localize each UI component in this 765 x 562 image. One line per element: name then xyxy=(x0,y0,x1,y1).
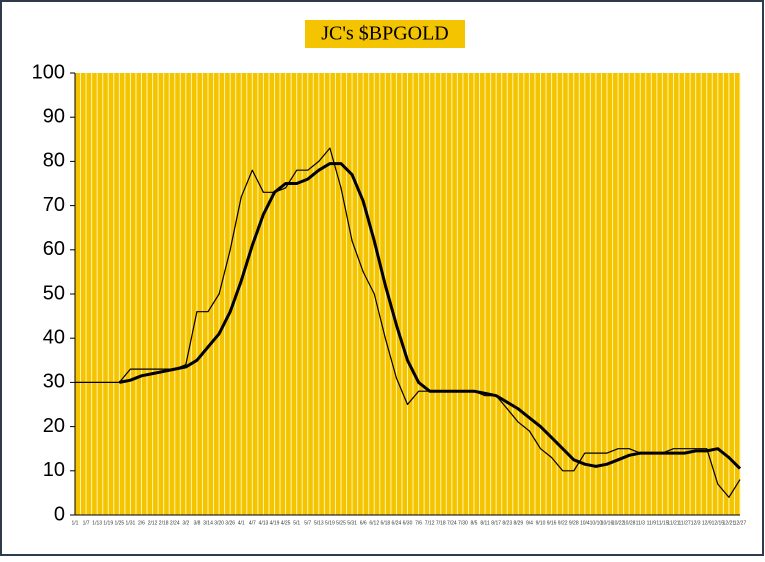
x-tick-label: 5/1 xyxy=(293,520,300,526)
x-tick-label: 10/4 xyxy=(580,520,590,526)
x-tick-label: 3/8 xyxy=(193,520,200,526)
x-tick-label: 4/1 xyxy=(238,520,245,526)
y-tick-label: 10 xyxy=(43,459,65,481)
x-tick-label: 7/6 xyxy=(415,520,422,526)
x-tick-label: 8/11 xyxy=(480,520,490,526)
y-tick-label: 50 xyxy=(43,282,65,304)
x-tick-label: 7/30 xyxy=(458,520,468,526)
x-tick-label: 1/13 xyxy=(92,520,102,526)
x-tick-label: 11/15 xyxy=(656,520,668,526)
x-tick-label: 1/1 xyxy=(72,520,79,526)
x-tick-label: 5/7 xyxy=(304,520,311,526)
x-tick-label: 1/7 xyxy=(83,520,90,526)
y-tick-label: 40 xyxy=(43,326,65,348)
x-tick-label: 10/10 xyxy=(590,520,603,526)
y-tick-label: 0 xyxy=(54,503,65,525)
x-tick-label: 9/28 xyxy=(569,520,579,526)
x-tick-label: 2/24 xyxy=(170,520,180,526)
title-box xyxy=(305,20,465,48)
y-tick-label: 90 xyxy=(43,105,65,127)
x-tick-label: 8/17 xyxy=(491,520,501,526)
x-tick-label: 9/4 xyxy=(526,520,533,526)
x-tick-label: 7/12 xyxy=(425,520,435,526)
x-tick-label: 1/19 xyxy=(103,520,113,526)
x-tick-label: 2/18 xyxy=(159,520,169,526)
x-tick-label: 1/25 xyxy=(114,520,124,526)
x-tick-label: 11/21 xyxy=(667,520,679,526)
x-tick-label: 9/16 xyxy=(547,520,557,526)
y-tick-label: 70 xyxy=(43,194,65,216)
x-tick-label: 12/3 xyxy=(691,520,701,526)
y-tick-label: 20 xyxy=(43,415,65,437)
x-tick-label: 8/5 xyxy=(471,520,478,526)
x-tick-label: 3/2 xyxy=(182,520,189,526)
chart-title: JC's $BPGOLD xyxy=(321,23,449,45)
x-tick-label: 3/20 xyxy=(214,520,224,526)
x-tick-label: 7/18 xyxy=(436,520,446,526)
x-tick-label: 6/30 xyxy=(403,520,413,526)
x-tick-label: 5/31 xyxy=(347,520,357,526)
x-tick-label: 5/13 xyxy=(314,520,324,526)
x-tick-label: 8/29 xyxy=(513,520,523,526)
x-tick-label: 4/25 xyxy=(281,520,291,526)
x-tick-label: 6/6 xyxy=(360,520,367,526)
x-tick-label: 12/21 xyxy=(723,520,736,526)
x-tick-label: 7/24 xyxy=(447,520,457,526)
x-tick-label: 9/22 xyxy=(558,520,568,526)
y-tick-label: 60 xyxy=(43,238,65,260)
x-tick-label: 12/15 xyxy=(712,520,725,526)
x-tick-label: 11/9 xyxy=(647,520,657,526)
x-tick-label: 6/12 xyxy=(369,520,379,526)
x-tick-label: 10/16 xyxy=(601,520,614,526)
x-tick-label: 11/3 xyxy=(636,520,646,526)
x-tick-label: 12/9 xyxy=(702,520,712,526)
x-tick-label: 4/13 xyxy=(259,520,269,526)
x-tick-label: 3/14 xyxy=(203,520,213,526)
x-tick-label: 6/18 xyxy=(380,520,390,526)
x-tick-label: 11/27 xyxy=(679,520,691,526)
x-tick-label: 5/19 xyxy=(325,520,335,526)
x-tick-label: 8/23 xyxy=(502,520,512,526)
x-tick-label: 1/31 xyxy=(126,520,136,526)
x-tick-label: 12/27 xyxy=(734,520,747,526)
y-tick-label: 80 xyxy=(43,150,65,172)
x-tick-label: 3/26 xyxy=(225,520,235,526)
x-tick-label: 2/12 xyxy=(148,520,158,526)
x-tick-label: 5/25 xyxy=(336,520,346,526)
x-tick-label: 10/28 xyxy=(623,520,636,526)
x-tick-label: 9/10 xyxy=(536,520,546,526)
x-tick-label: 2/6 xyxy=(138,520,145,526)
y-tick-label: 100 xyxy=(32,61,65,83)
x-tick-label: 4/19 xyxy=(270,520,280,526)
series-line xyxy=(119,162,742,470)
x-tick-label: 10/22 xyxy=(612,520,625,526)
x-tick-label: 4/7 xyxy=(249,520,256,526)
series-line xyxy=(75,147,741,498)
x-tick-label: 6/24 xyxy=(392,520,402,526)
y-tick-label: 30 xyxy=(43,371,65,393)
